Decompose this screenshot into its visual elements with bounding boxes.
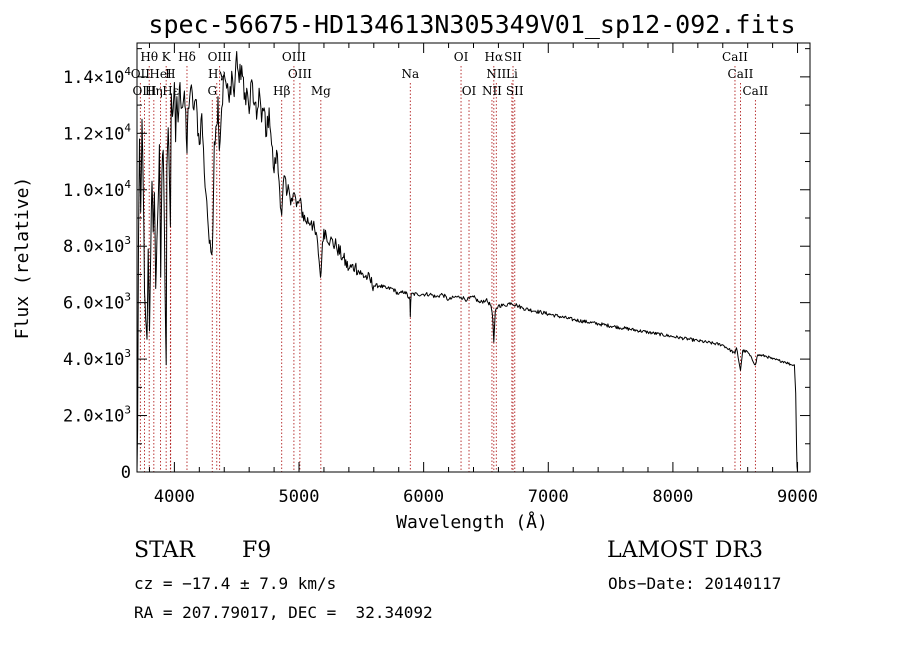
plot-frame (136, 42, 811, 473)
marker-label: SII (506, 84, 524, 98)
ra-dec: RA = 207.79017, DEC = 32.34092 (134, 603, 433, 622)
marker-label: HeI (149, 67, 172, 81)
marker-label: Hδ (178, 50, 196, 64)
marker-label: OIII (282, 50, 306, 64)
marker-label: OIII (132, 84, 156, 98)
y-tick-label: 1.4×104 (63, 65, 131, 88)
marker-label: Hβ (273, 84, 290, 98)
x-tick-label: 8000 (652, 487, 693, 507)
y-tick-label: 1.2×104 (63, 121, 131, 144)
y-tick-label: 1.0×104 (63, 178, 131, 201)
marker-label: OII (131, 67, 151, 81)
marker-label: G (207, 84, 217, 98)
series-line-spectrum (136, 51, 798, 473)
marker-label: OIII (288, 67, 312, 81)
axes: 4000 5000 6000 7000 8000 9000 0 2.0×103 4.0×103 6… (63, 42, 818, 507)
marker-label: Na (401, 67, 419, 81)
series-group (136, 51, 798, 473)
marker-label: Hα (485, 50, 504, 64)
marker-label: Hθ (140, 50, 158, 64)
y-tick-label: 0 (121, 463, 131, 483)
chart-title: spec-56675-HD134613N305349V01_sp12-092.f… (148, 10, 795, 39)
marker-label: SII (504, 50, 522, 64)
marker-label: H (165, 67, 175, 81)
marker-label: Hη (145, 84, 163, 98)
x-axis-label: Wavelength (Å) (396, 511, 548, 533)
redshift-cz: cz = −17.4 ± 7.9 km/s (134, 574, 337, 593)
x-tick-label: 4000 (154, 487, 195, 507)
marker-label: OIII (208, 50, 232, 64)
marker-label: K (162, 50, 172, 64)
y-tick-label: 8.0×103 (63, 234, 131, 257)
y-axis-label: Flux (relative) (12, 177, 33, 340)
x-tick-label: 5000 (279, 487, 320, 507)
marker-label: NII (482, 84, 502, 98)
y-tick-label: 6.0×103 (63, 291, 131, 314)
x-tick-label: 9000 (777, 487, 818, 507)
marker-label: OI (454, 50, 469, 64)
marker-label: Mg (311, 84, 331, 98)
marker-label: CaII (728, 67, 754, 81)
survey-name: LAMOST DR3 (607, 538, 763, 563)
subclass: F9 (242, 538, 272, 563)
marker-label: Li (506, 67, 518, 81)
y-tick-label: 4.0×103 (63, 347, 131, 370)
object-class: STAR (134, 538, 195, 563)
y-tick-label: 2.0×103 (63, 404, 131, 427)
obs-date: Obs−Date: 20140117 (608, 574, 782, 593)
marker-label: CaII (742, 84, 768, 98)
x-tick-label: 6000 (403, 487, 444, 507)
marker-label: OI (462, 84, 477, 98)
marker-label: NII (486, 67, 506, 81)
marker-label: Hε (162, 84, 179, 98)
marker-label: CaII (722, 50, 748, 64)
x-tick-label: 7000 (528, 487, 569, 507)
marker-label: Hγ (208, 67, 226, 81)
